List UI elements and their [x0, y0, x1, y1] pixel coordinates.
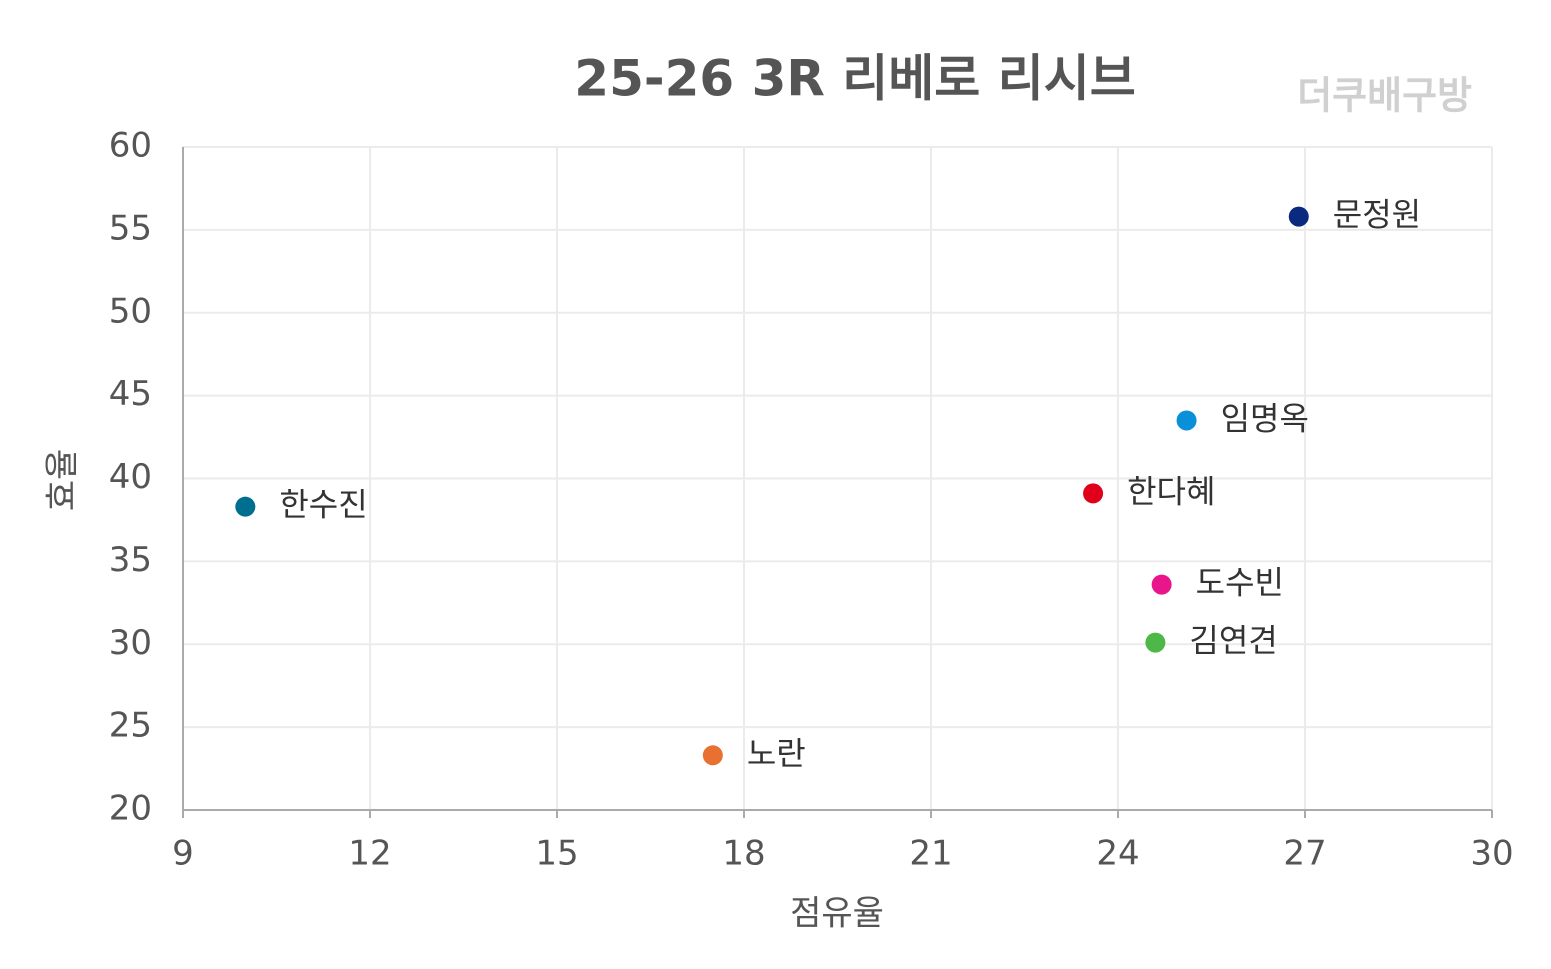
x-tick-label: 24: [1096, 834, 1139, 874]
y-tick-label: 30: [109, 623, 152, 663]
x-tick-label: 12: [348, 834, 391, 874]
point-label: 김연견: [1189, 622, 1277, 660]
x-tick-label: 18: [722, 834, 765, 874]
point-label: 노란: [747, 734, 806, 772]
y-tick-label: 50: [109, 291, 152, 331]
chart-title: 25-26 3R 리베로 리시브: [574, 50, 1135, 108]
x-axis-title: 점유율: [790, 894, 884, 934]
y-tick-label: 45: [109, 374, 152, 414]
point: [235, 496, 256, 517]
point-label: 한다혜: [1127, 472, 1215, 510]
x-tick-label: 21: [909, 834, 952, 874]
point-label: 임명옥: [1221, 399, 1309, 437]
point: [1145, 632, 1166, 653]
x-tick-label: 9: [172, 834, 194, 874]
point: [1288, 206, 1309, 227]
point-label: 문정원: [1333, 196, 1421, 234]
point-label: 한수진: [279, 486, 367, 524]
x-tick-label: 27: [1283, 834, 1326, 874]
point: [1083, 483, 1104, 504]
point: [1151, 574, 1172, 595]
y-tick-label: 60: [109, 126, 152, 166]
watermark: 더쿠배구방: [1297, 74, 1472, 118]
point: [1176, 410, 1197, 431]
y-tick-label: 20: [109, 789, 152, 829]
x-tick-label: 30: [1470, 834, 1513, 874]
y-axis-title: 효율: [43, 449, 83, 512]
point: [702, 745, 723, 766]
y-tick-label: 40: [109, 457, 152, 497]
y-tick-label: 25: [109, 706, 152, 746]
point-label: 도수빈: [1196, 564, 1284, 602]
y-tick-label: 35: [109, 540, 152, 580]
y-tick-label: 55: [109, 208, 152, 248]
x-tick-label: 15: [535, 834, 578, 874]
